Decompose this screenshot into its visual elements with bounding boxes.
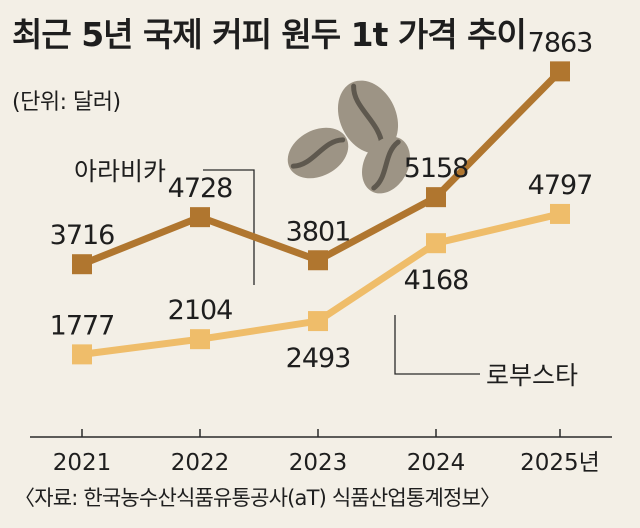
data-label: 3801 [286,216,351,247]
data-label: 5158 [404,153,469,184]
series-label-robusta: 로부스타 [486,361,578,390]
data-point [72,254,92,275]
data-label: 4797 [528,170,593,201]
data-label: 2104 [168,295,233,326]
data-label: 2493 [286,343,351,374]
x-tick-label: 2025년 [520,450,600,476]
data-point [550,203,570,224]
data-point [308,311,328,332]
x-tick-label: 2021 [53,450,112,476]
arabica-leader-line [203,169,255,285]
chart-title: 최근 5년 국제 커피 원두 1t 가격 추이 [12,15,527,54]
data-label: 3716 [50,220,115,251]
data-point [72,344,92,365]
data-point [550,61,570,82]
coffee-beans-icon [287,80,410,194]
data-point [308,250,328,271]
series-layer [72,61,570,365]
data-point [190,329,210,350]
data-label: 4728 [168,173,233,204]
data-label: 7863 [528,27,593,58]
x-tick-label: 2023 [289,450,348,476]
data-label: 1777 [50,310,115,341]
x-tick-label: 2024 [407,450,466,476]
data-point [426,187,446,208]
x-tick-label: 2022 [171,450,230,476]
data-point [426,233,446,254]
data-point [190,207,210,228]
data-labels: 3716 4728 3801 5158 7863 1777 2104 2493 4168 4797 [50,27,594,374]
robusta-leader-line [394,315,480,375]
source-note: 〈자료: 한국농수산식품유통공사(aT) 식품산업통계정보〉 [14,486,501,510]
x-axis: 2021 2022 2023 2024 2025년 [30,429,612,476]
unit-note: (단위: 달러) [12,90,121,115]
data-label: 4168 [404,265,469,296]
series-label-arabica: 아라비카 [74,157,166,186]
